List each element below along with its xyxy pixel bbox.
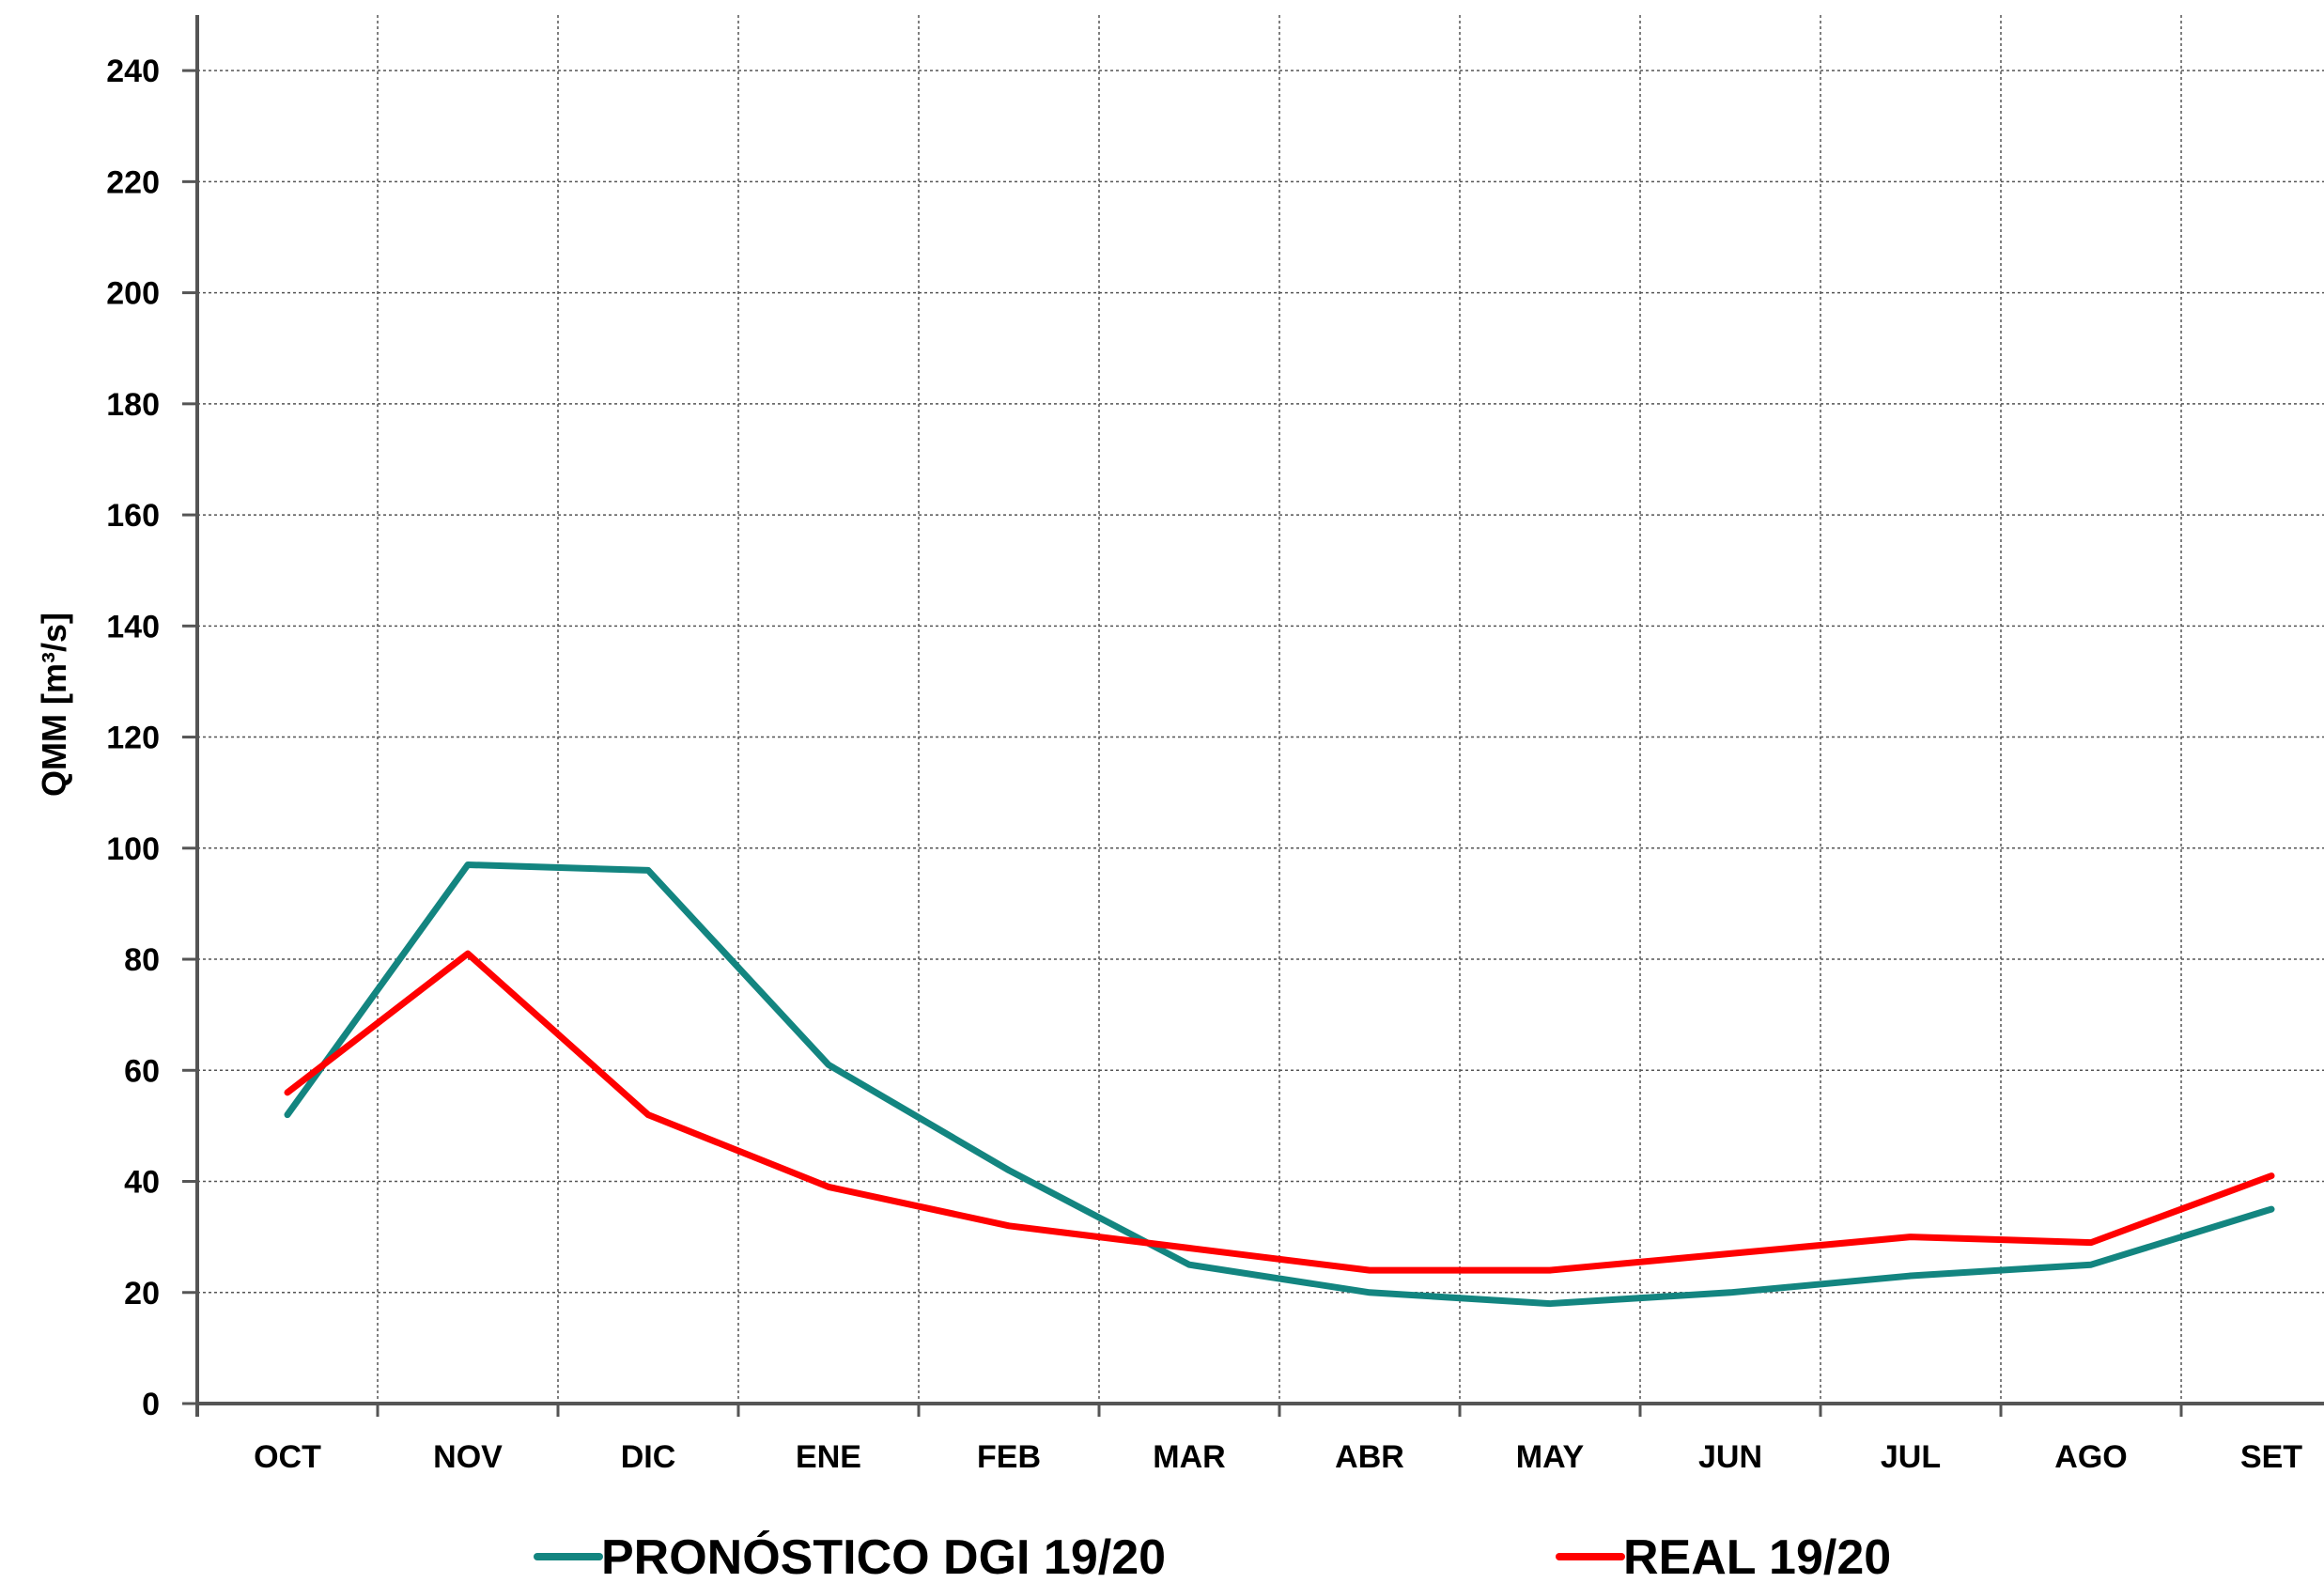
x-tick-label: MAR — [1153, 1439, 1225, 1475]
x-tick-label: DIC — [621, 1439, 676, 1475]
y-axis-title: QMM [m³/s] — [35, 613, 73, 797]
x-tick-label: OCT — [254, 1439, 321, 1475]
x-tick-label: ENE — [796, 1439, 861, 1475]
y-tick-label: 100 — [106, 831, 160, 867]
y-tick-label: 20 — [124, 1276, 160, 1311]
axes — [182, 15, 2324, 1417]
x-tick-label: JUL — [1881, 1439, 1941, 1475]
y-tick-labels: 0 20 40 60 80 100 120 140 160 180 200 220 240 — [106, 54, 160, 1422]
y-tick-label: 120 — [106, 721, 160, 756]
x-tick-label: MAY — [1516, 1439, 1585, 1475]
y-tick-label: 240 — [106, 54, 160, 89]
legend-label-1: PRONÓSTICO DGI 19/20 — [601, 1530, 1166, 1583]
grid — [197, 15, 2324, 1404]
x-tick-label: FEB — [977, 1439, 1041, 1475]
x-tick-label: AGO — [2054, 1439, 2127, 1475]
y-tick-label: 200 — [106, 276, 160, 312]
y-tick-label: 220 — [106, 164, 160, 200]
y-tick-label: 140 — [106, 609, 160, 644]
y-tick-label: 180 — [106, 387, 160, 423]
x-tick-label: NOV — [433, 1439, 503, 1475]
series-layer — [284, 861, 2275, 1308]
y-tick-label: 80 — [124, 942, 160, 978]
y-tick-label: 60 — [124, 1053, 160, 1089]
x-tick-label: JUN — [1698, 1439, 1762, 1475]
series-line-1 — [284, 861, 2275, 1308]
y-tick-label: 0 — [142, 1387, 160, 1422]
legend-label-2: REAL 19/20 — [1623, 1530, 1891, 1583]
y-tick-label: 160 — [106, 498, 160, 534]
series-line-2 — [284, 950, 2275, 1274]
x-tick-labels: OCT NOV DIC ENE FEB MAR ABR MAY JUN JUL AGO SET — [254, 1439, 2302, 1475]
legend: PRONÓSTICO DGI 19/20 REAL 19/20 — [534, 1530, 1891, 1583]
x-tick-label: ABR — [1335, 1439, 1404, 1475]
y-tick-label: 40 — [124, 1165, 160, 1201]
x-tick-label: SET — [2240, 1439, 2302, 1475]
